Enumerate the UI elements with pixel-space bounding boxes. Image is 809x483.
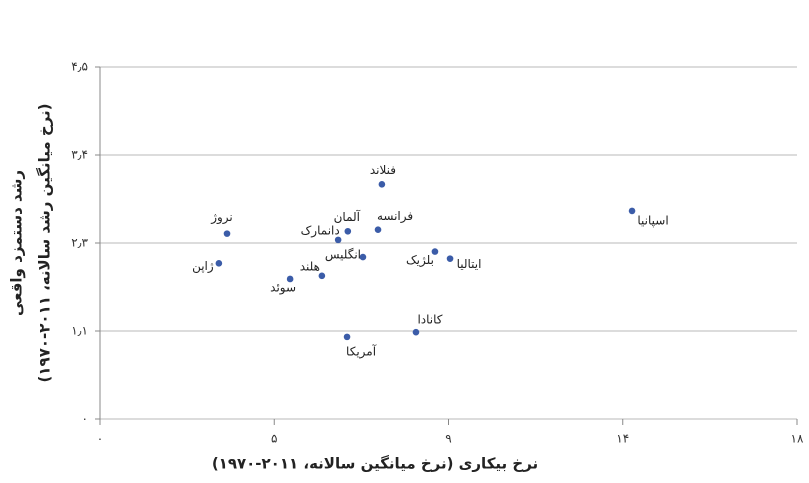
point [359,253,367,261]
x-tick-label: ۹ [445,432,451,446]
point-label: انگلیس [325,248,361,263]
x-tick-label: ۱۸ [791,432,804,446]
point-label: ایتالیا [457,257,482,271]
point [344,227,352,235]
point-label: فنلاند [370,163,396,177]
y-tick-label: ۱٫۱ [71,324,88,338]
point [628,207,636,215]
point [412,328,420,336]
point [378,181,386,188]
point [343,333,351,341]
y-tick-label: ۲٫۳ [71,236,88,250]
point [223,230,231,237]
x-tick-label: ۰ [97,432,103,446]
point [318,272,326,280]
y-axis-title: (نرخ میانگین رشد سالانه، ۲۰۱۱-۱۹۷۰) [36,104,54,383]
point [286,275,294,283]
x-axis-title: نرخ بیکاری (نرخ میانگین سالانه، ۲۰۱۱-۱۹۷… [212,455,538,473]
point-label: آمریکا [346,343,377,359]
point-label: نروژ [210,210,233,225]
point-label: دانمارک [301,223,340,238]
point-label: کانادا [417,313,442,327]
point-label: هلند [300,259,320,273]
point-label: آلمان [334,209,361,224]
point-label: ژاپن [192,259,214,274]
point [374,226,382,234]
y-tick-label: ۰ [82,412,88,426]
x-tick-label: ۱۴ [616,432,629,446]
point [446,255,454,262]
y-axis-title: رشد دستمزد واقعی [8,170,26,316]
point-label: سوئد [270,280,296,295]
point-label: فرانسه [377,209,413,224]
point [431,248,439,255]
x-tick-label: ۵ [271,432,277,446]
point-label: بلژیک [406,253,434,268]
point [215,260,223,267]
point [334,236,342,244]
point-label: اسپانیا [637,213,668,227]
y-tick-label: ۳٫۴ [71,148,88,162]
y-tick-label: ۴٫۵ [71,60,88,74]
